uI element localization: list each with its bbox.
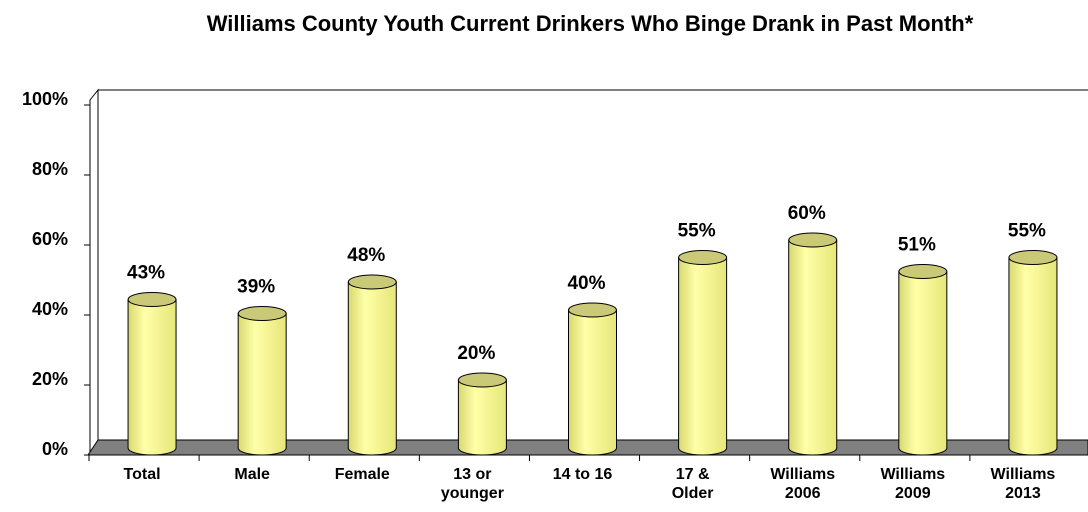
bar-top [678, 250, 728, 265]
bar-top [457, 372, 507, 388]
y-tick-label: 40% [32, 299, 68, 319]
x-tick-label: 17 & Older [671, 466, 714, 502]
value-label: 40% [567, 273, 605, 294]
bar [1008, 257, 1057, 448]
x-tick-label: Male [234, 466, 270, 483]
bar-top [898, 264, 948, 279]
bar [348, 282, 397, 448]
x-tick-label: Female [334, 466, 390, 483]
value-label: 51% [898, 235, 936, 256]
bar-top [237, 306, 287, 321]
x-tick-label: Williams 2006 [770, 466, 836, 502]
bar [678, 257, 727, 448]
bar-top [788, 232, 838, 248]
value-label: 55% [1008, 221, 1046, 242]
bar-top [347, 274, 397, 290]
x-tick-label: Williams 2009 [880, 466, 946, 502]
y-tick-label: 0% [42, 439, 68, 459]
value-label: 48% [347, 245, 385, 266]
value-label: 39% [237, 277, 275, 298]
x-tick-label: Williams 2013 [990, 466, 1056, 502]
x-tick-label: 14 to 16 [552, 466, 613, 483]
bar [788, 240, 837, 448]
y-tick-label: 80% [32, 159, 68, 179]
bar [458, 380, 507, 448]
bar-top [127, 292, 177, 307]
bar [128, 299, 177, 448]
bar [898, 271, 947, 448]
y-tick-label: 60% [32, 229, 68, 249]
chart-title: Williams County Youth Current Drinkers W… [206, 11, 974, 36]
x-tick-label: Total [123, 466, 161, 483]
bar-top [568, 302, 617, 318]
value-label: 43% [127, 263, 165, 284]
side-wall [89, 88, 99, 456]
value-label: 60% [788, 203, 826, 224]
bar-top [1008, 250, 1058, 265]
bar [568, 310, 617, 448]
bar [238, 313, 287, 448]
y-tick-label: 20% [32, 369, 68, 389]
y-tick-label: 100% [22, 89, 68, 109]
value-label: 20% [457, 343, 495, 364]
value-label: 55% [678, 221, 716, 242]
x-tick-label: 13 or younger [440, 466, 504, 502]
